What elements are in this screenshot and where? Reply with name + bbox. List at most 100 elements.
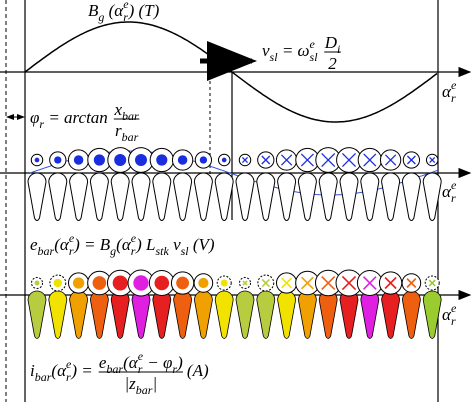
rotor-bar-colored xyxy=(401,290,421,339)
current-cross xyxy=(384,154,397,166)
math-text: i xyxy=(30,361,35,380)
math-text: Bg (αre) (T) xyxy=(88,0,160,24)
current-dot xyxy=(114,154,127,166)
math-sub: r xyxy=(138,362,143,376)
rotor-bar-colored xyxy=(277,290,297,339)
current-cross xyxy=(300,276,314,290)
current-cross xyxy=(363,153,377,167)
math-sup: e xyxy=(451,301,457,315)
math-sub: r xyxy=(131,244,136,258)
math-sub: stk xyxy=(155,244,169,258)
rotor-bar-colored xyxy=(256,290,276,339)
rotor-bar-colored xyxy=(235,290,255,339)
rotor-bar xyxy=(89,172,109,221)
math-text: e xyxy=(30,235,38,254)
math-sub: bar xyxy=(106,362,123,376)
flux-curve xyxy=(24,21,438,123)
math-sub: bar xyxy=(38,244,55,258)
math-text: (V) xyxy=(189,235,215,254)
current-dot xyxy=(221,157,227,163)
rotor-bar-colored xyxy=(193,290,213,339)
math-text: x xyxy=(113,100,122,119)
current-cross xyxy=(384,276,397,290)
rotor-bar-colored xyxy=(422,290,442,339)
rotor-bar-colored xyxy=(360,290,380,339)
math-text: αre xyxy=(442,178,457,205)
current-cross xyxy=(406,278,417,288)
math-text: ibar(αre) = xyxy=(30,357,93,384)
rotor-bar xyxy=(277,172,297,221)
math-sub: sl xyxy=(270,50,279,64)
math-text: e xyxy=(99,353,107,372)
math-text: φ xyxy=(30,108,39,127)
rotor-bar-colored xyxy=(214,290,234,339)
math-sup: e xyxy=(310,37,316,51)
math-text: φr = arctan xyxy=(30,108,108,131)
math-text: − φ xyxy=(143,353,172,372)
math-text: rbar xyxy=(115,121,139,144)
rotor-bar xyxy=(422,172,442,221)
math-sub: r xyxy=(451,91,456,105)
math-text: α xyxy=(442,182,452,201)
rotor-bar-colored xyxy=(152,290,172,339)
current-cross xyxy=(261,155,271,165)
math-text: r xyxy=(115,121,122,140)
math-sub: bar xyxy=(136,383,153,397)
rotor-bar xyxy=(173,172,193,221)
math-text: 2 xyxy=(328,54,337,73)
math-text: (α xyxy=(123,353,139,372)
rotor-bar xyxy=(193,172,213,221)
current-cross xyxy=(281,277,293,289)
math-text: vsl = ωsle xyxy=(262,37,318,64)
bars xyxy=(24,21,442,339)
rotor-bar-colored xyxy=(48,290,68,339)
math-sup: e xyxy=(451,78,457,92)
math-sub: i xyxy=(337,42,340,56)
rotor-bar-colored xyxy=(173,290,193,339)
math-sub: r xyxy=(172,362,177,376)
math-sub: g xyxy=(98,10,104,24)
rotor-bar xyxy=(27,172,47,221)
math-text: αre xyxy=(442,301,457,328)
current-cross xyxy=(406,155,416,165)
current-dot xyxy=(93,154,105,166)
current-dot xyxy=(73,155,84,165)
rotor-bar-colored xyxy=(339,290,359,339)
current-dot xyxy=(34,157,40,163)
math-sub: bar xyxy=(122,109,139,123)
current-cross xyxy=(362,276,377,290)
rotor-bar xyxy=(360,172,380,221)
current-dot xyxy=(72,277,85,289)
math-text: D xyxy=(324,33,338,52)
current-cross xyxy=(321,275,336,291)
rotor-bar xyxy=(131,172,151,221)
current-cross xyxy=(300,153,314,167)
current-dot xyxy=(135,154,147,166)
math-text: (A) xyxy=(187,361,209,380)
rotor-bar xyxy=(318,172,338,221)
rotor-bar xyxy=(48,172,68,221)
math-text: = ω xyxy=(278,41,310,60)
rotor-bar xyxy=(152,172,172,221)
math-text: ) = xyxy=(70,361,92,380)
math-text: ) = B xyxy=(73,235,111,254)
rotor-bar xyxy=(401,172,421,221)
math-sup: e xyxy=(66,357,72,371)
current-cross xyxy=(429,156,436,164)
math-sub: r xyxy=(451,191,456,205)
math-text: ) xyxy=(176,353,183,372)
math-text: (α xyxy=(104,1,124,20)
math-sup: e xyxy=(69,231,75,245)
math-sup: e xyxy=(451,178,457,192)
rotor-bar xyxy=(235,172,255,221)
math-text: xbar xyxy=(113,100,139,123)
math-sub: r xyxy=(66,370,71,384)
rotor-bar-colored xyxy=(110,290,130,339)
math-sub: sl xyxy=(181,244,190,258)
current-cross xyxy=(341,275,357,291)
math-sup: e xyxy=(131,231,137,245)
rotor-bar xyxy=(256,172,276,221)
rotor-bar xyxy=(339,172,359,221)
math-sub: r xyxy=(39,117,44,131)
